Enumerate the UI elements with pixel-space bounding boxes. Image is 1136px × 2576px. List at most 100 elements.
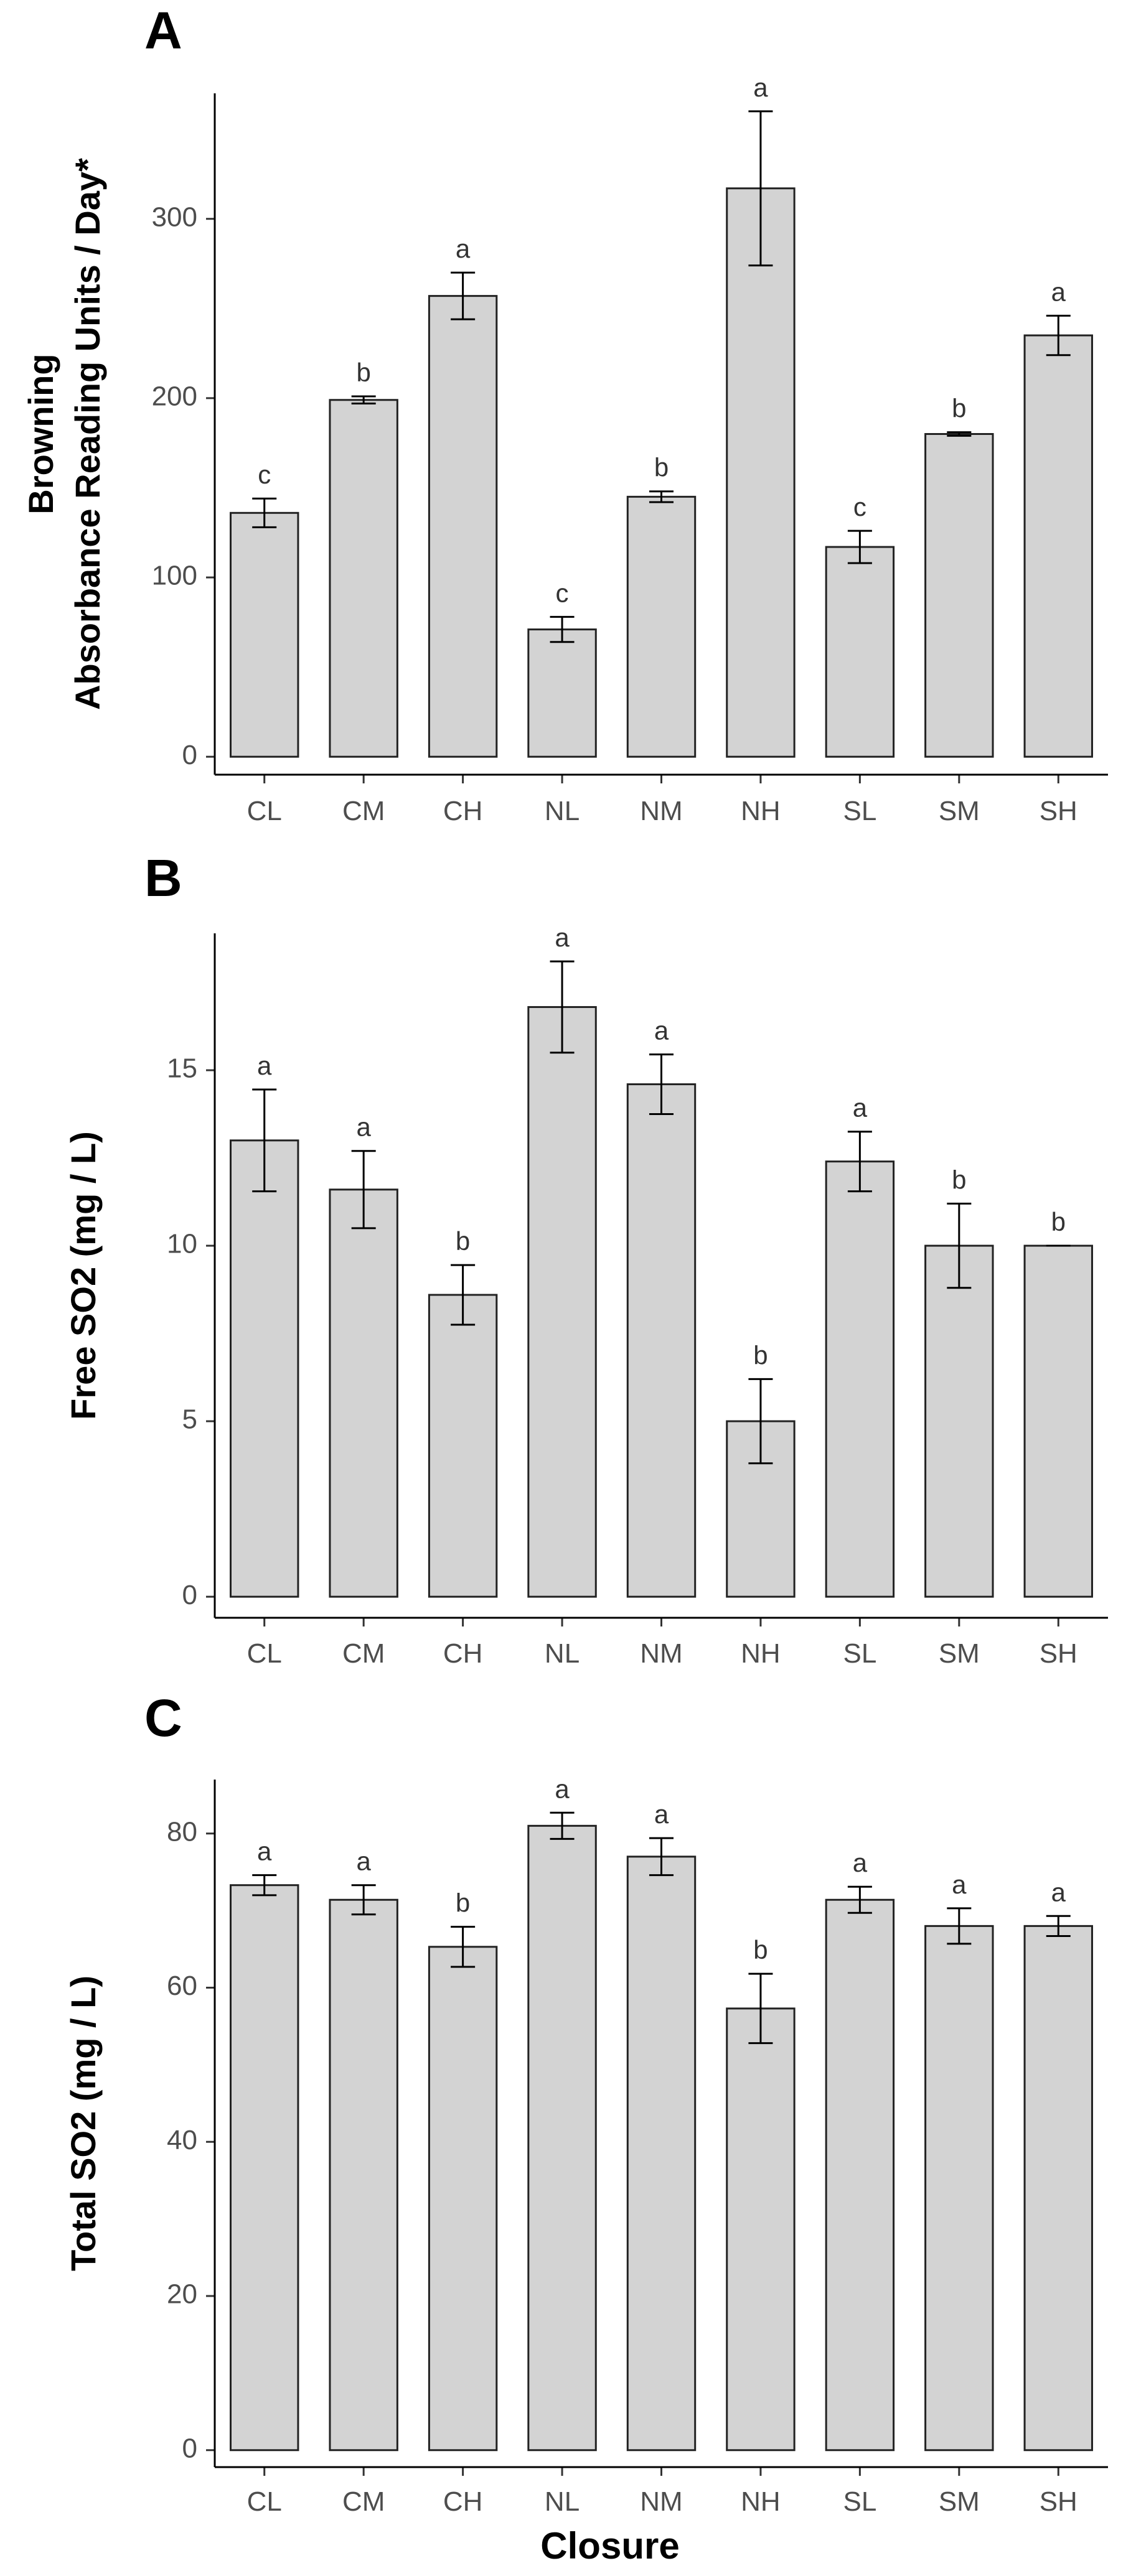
panel-c-y-axis-title-line-1: Total SO2 (mg / L) [63,1976,103,2271]
panel-b-significance-nl: a [555,923,570,952]
panel-b-errorbar-nm [649,1053,674,1116]
panel-a-errorbar-sh [1046,314,1071,357]
panel-c-bar-cl [230,1884,299,2452]
panel-b: B Free SO2 (mg / L) a CL a CM b CH a NL a NM b NH a SL… [63,849,1108,1669]
panel-c-significance-sh: a [1051,1877,1066,1906]
panel-a-errorbar-sm [947,431,972,437]
panel-b-significance-nh: b [753,1340,768,1370]
panel-b-bar-ch [428,1294,498,1598]
panel-a-x-tick-label-sm: SM [939,796,980,826]
panel-a-errorbar-nl [550,615,575,643]
panel-b-x-tick-label-nl: NL [545,1638,580,1669]
panel-c-y-tick-label-60: 60 [167,1971,197,2001]
panel-a-bar-nl [527,628,597,758]
panel-b-errorbar-ch [451,1264,476,1326]
panel-b-bar-sh [1023,1244,1093,1598]
panel-c-x-tick-label-nl: NL [545,2486,580,2517]
panel-b-significance-sl: a [853,1093,868,1122]
panel-a-errorbar-cm [351,395,376,405]
panel-a-significance-cm: b [356,358,370,387]
panel-b-y-tick-label-10: 10 [167,1229,197,1259]
panel-b-x-tick-label-ch: CH [443,1638,483,1669]
panel-b-significance-cm: a [356,1113,371,1142]
panel-a-y-tick-label-200: 200 [152,381,197,411]
panel-c-x-tick-label-sl: SL [843,2486,876,2517]
panel-c-x-tick-label-cl: CL [247,2486,282,2517]
panel-a-bar-nh [726,187,796,758]
panel-c-significance-nl: a [555,1774,570,1803]
panel-c-errorbar-cl [252,1874,277,1897]
panel-a-significance-sh: a [1051,277,1066,306]
panel-a-y-axis-title-line-2: Absorbance Reading Units / Day* [68,158,107,710]
panel-b-errorbar-sm [947,1202,972,1289]
panel-b-errorbar-cl [252,1088,277,1193]
panel-c-errorbar-ch [451,1926,476,1968]
panel-b-y-tick-label-15: 15 [167,1053,197,1084]
panel-b-significance-sh: b [1051,1207,1066,1236]
panel-a-bar-nm [626,495,697,758]
panel-a-significance-nl: c [556,578,569,607]
panel-a-letter: A [144,1,182,60]
panel-c-y-tick-label-0: 0 [182,2433,197,2463]
panel-a-bar-sm [924,433,994,758]
panel-c-y-tick-label-20: 20 [167,2279,197,2310]
panel-b-x-tick-label-nh: NH [741,1638,781,1669]
panel-c-errorbar-nh [748,1972,773,2045]
panel-a-y-axis-title-line-1: Browning [21,353,60,514]
panel-c-significance-sl: a [853,1848,868,1877]
panel-a-y-tick-label-0: 0 [182,740,197,770]
panel-c-errorbar-nm [649,1837,674,1877]
panel-c-significance-cl: a [257,1837,272,1866]
panel-c-x-tick-label-sh: SH [1040,2486,1077,2517]
panel-c-errorbar-sm [947,1907,972,1945]
panel-a-y-tick-label-100: 100 [152,561,197,591]
panel-c-x-tick-label-nm: NM [640,2486,682,2517]
panel-a-errorbar-sl [847,530,872,564]
panel-a-x-tick-label-sh: SH [1040,796,1077,826]
panel-b-errorbar-nh [748,1378,773,1465]
panel-c-y-tick-label-80: 80 [167,1816,197,1847]
panel-a-x-tick-label-cl: CL [247,796,282,826]
panel-a-errorbar-cl [252,497,277,528]
panel-c-bar-sm [924,1925,994,2452]
panel-c-bar-sh [1023,1925,1093,2452]
panel-a-y-tick-label-300: 300 [152,202,197,232]
panel-c-x-tick-label-ch: CH [443,2486,483,2517]
panel-c-bar-nl [527,1824,597,2452]
panel-c-bar-sl [825,1898,895,2452]
panel-a-bar-sl [825,546,895,758]
panel-b-x-tick-label-cl: CL [247,1638,282,1669]
panel-b-x-tick-label-cm: CM [342,1638,385,1669]
panel-c-x-tick-label-nh: NH [741,2486,781,2517]
panel-c-x-tick-label-sm: SM [939,2486,980,2517]
panel-a-x-tick-label-nh: NH [741,796,781,826]
panel-a-bar-ch [428,295,498,758]
panel-a-x-tick-label-sl: SL [843,796,876,826]
panel-b-y-tick-label-5: 5 [182,1404,197,1435]
panel-c-significance-ch: b [456,1888,470,1918]
panel-b-significance-ch: b [456,1226,470,1256]
panel-c-significance-cm: a [356,1847,371,1876]
panel-b-y-tick-label-0: 0 [182,1580,197,1610]
panel-a-significance-nm: b [654,453,669,482]
panel-c: C Total SO2 (mg / L) a CL a CM b CH a NL a NM b NH a S… [63,1689,1108,2517]
panel-a-x-tick-label-cm: CM [342,796,385,826]
panel-a: A Browning Absorbance Reading Units / Day… [21,1,1108,826]
panel-a-significance-cl: c [258,460,271,489]
panel-b-errorbar-nl [550,960,575,1054]
panel-b-letter: B [144,849,182,907]
x-axis-title: Closure [540,2525,679,2567]
panel-c-significance-nh: b [753,1935,768,1964]
panel-a-significance-sm: b [952,394,966,423]
panel-b-significance-cl: a [257,1051,272,1080]
panel-b-x-tick-label-sl: SL [843,1638,876,1669]
panel-c-significance-sm: a [952,1870,967,1899]
panel-a-errorbar-nh [748,110,773,267]
panel-c-errorbar-cm [351,1884,376,1916]
panel-b-y-axis-title-line-1: Free SO2 (mg / L) [63,1131,103,1420]
panel-c-errorbar-sh [1046,1915,1071,1937]
panel-b-errorbar-cm [351,1150,376,1230]
panel-a-bar-cl [230,511,299,758]
panel-c-errorbar-nl [550,1811,575,1840]
